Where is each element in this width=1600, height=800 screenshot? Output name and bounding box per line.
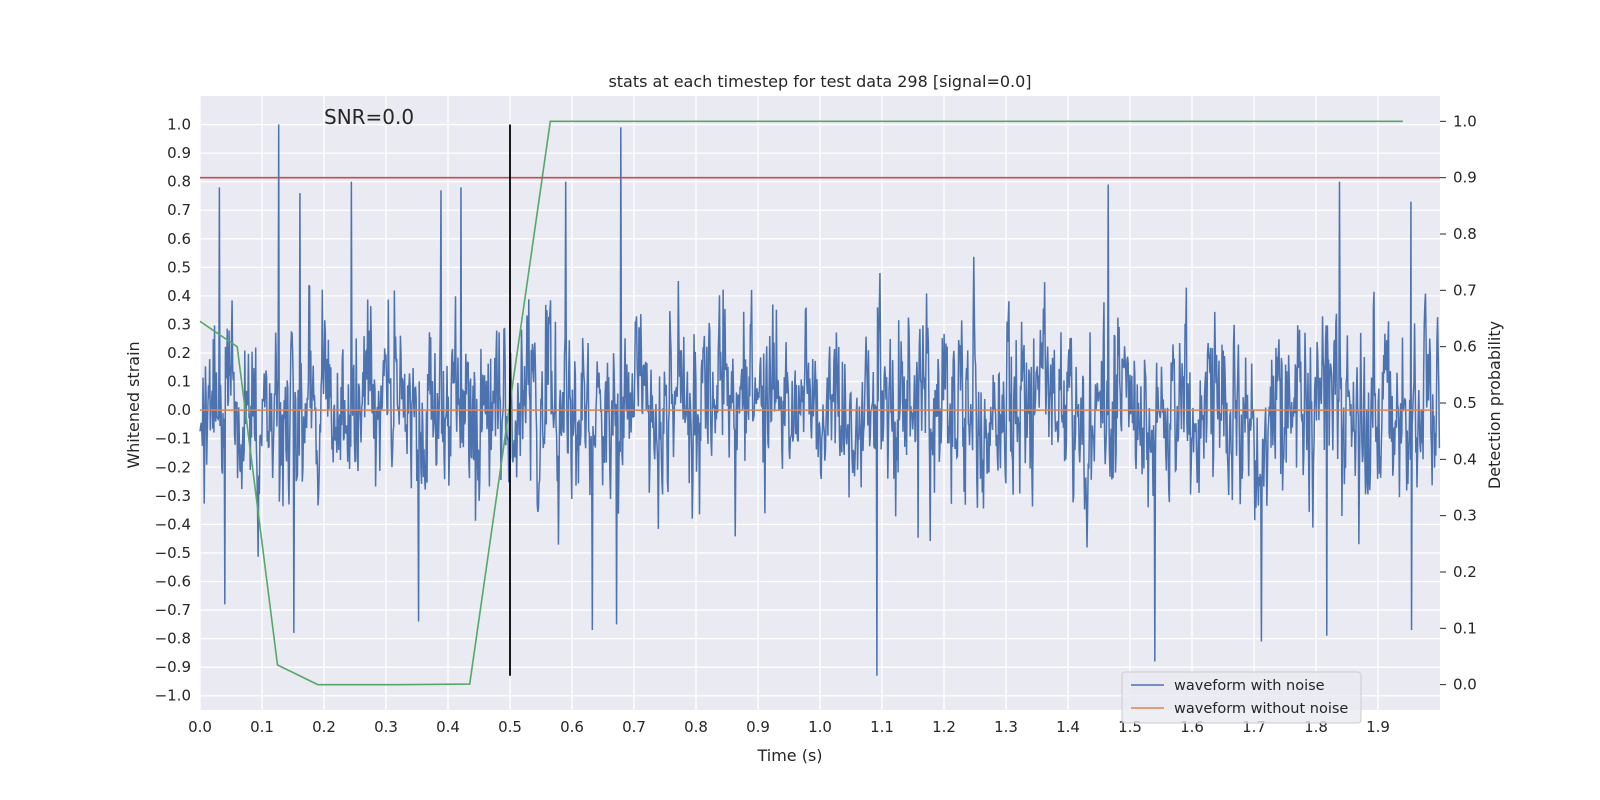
- y2-tick-label: 0.7: [1453, 281, 1477, 299]
- y-tick-label: 0.4: [167, 287, 191, 305]
- y2-tick-label: 0.8: [1453, 225, 1477, 243]
- y-tick-label: 1.0: [167, 116, 191, 134]
- y2-tick-label: 0.5: [1453, 394, 1477, 412]
- legend-label-clean: waveform without noise: [1174, 701, 1348, 717]
- y-axis-label: Whitened strain: [124, 341, 143, 468]
- y-tick-label: 0.0: [167, 401, 191, 419]
- x-tick-label: 0.9: [746, 718, 770, 736]
- x-axis-label: Time (s): [756, 746, 822, 765]
- x-tick-label: 0.7: [622, 718, 646, 736]
- x-tick-label: 0.8: [684, 718, 708, 736]
- x-tick-label: 1.9: [1366, 718, 1390, 736]
- y2-tick-label: 0.3: [1453, 507, 1477, 525]
- y-tick-label: −0.8: [155, 630, 191, 648]
- x-tick-label: 0.5: [498, 718, 522, 736]
- y2-tick-label: 0.9: [1453, 169, 1477, 187]
- y-tick-label: −0.4: [155, 515, 191, 533]
- x-tick-label: 1.4: [1056, 718, 1080, 736]
- x-tick-label: 0.6: [560, 718, 584, 736]
- y-tick-label: 0.8: [167, 173, 191, 191]
- y2-tick-label: 0.4: [1453, 450, 1477, 468]
- y-tick-label: −0.6: [155, 572, 191, 590]
- x-tick-label: 1.2: [932, 718, 956, 736]
- y-tick-label: 0.5: [167, 258, 191, 276]
- x-tick-label: 1.0: [808, 718, 832, 736]
- x-tick-label: 0.1: [250, 718, 274, 736]
- y-tick-label: 0.1: [167, 373, 191, 391]
- x-tick-label: 0.3: [374, 718, 398, 736]
- y-tick-label: 0.6: [167, 230, 191, 248]
- series-layer: [199, 120, 1441, 686]
- legend-label-noise: waveform with noise: [1174, 678, 1325, 694]
- y-tick-label: 0.9: [167, 144, 191, 162]
- gridlines: [199, 96, 1440, 710]
- series-waveform-with-noise: [199, 124, 1441, 676]
- x-tick-label: 0.4: [436, 718, 460, 736]
- y-tick-label: −0.7: [155, 601, 191, 619]
- y2-tick-label: 1.0: [1453, 112, 1477, 130]
- x-tick-label: 1.3: [994, 718, 1018, 736]
- y2-tick-label: 0.6: [1453, 338, 1477, 356]
- chart-title: stats at each timestep for test data 298…: [608, 72, 1031, 91]
- y-tick-label: −0.9: [155, 658, 191, 676]
- y2-tick-label: 0.0: [1453, 676, 1477, 694]
- y-tick-label: −0.5: [155, 544, 191, 562]
- y2-axis-label: Detection probability: [1485, 321, 1504, 489]
- x-tick-label: 0.2: [312, 718, 336, 736]
- series-detection-probability: [199, 120, 1403, 686]
- y2-tick-label: 0.1: [1453, 619, 1477, 637]
- legend-box: [1121, 671, 1362, 724]
- y-tick-label: 0.3: [167, 315, 191, 333]
- y-tick-label: −0.3: [155, 487, 191, 505]
- legend: waveform with noise waveform without noi…: [1121, 671, 1362, 724]
- y-tick-label: 0.2: [167, 344, 191, 362]
- snr-annotation: SNR=0.0: [324, 105, 414, 129]
- y2-tick-label: 0.2: [1453, 563, 1477, 581]
- y-tick-label: −0.1: [155, 430, 191, 448]
- x-tick-label: 1.1: [870, 718, 894, 736]
- y-tick-label: 0.7: [167, 201, 191, 219]
- reference-lines: [200, 124, 1440, 676]
- x-tick-label: 0.0: [188, 718, 212, 736]
- y-tick-label: −0.2: [155, 458, 191, 476]
- y-tick-label: −1.0: [155, 687, 191, 705]
